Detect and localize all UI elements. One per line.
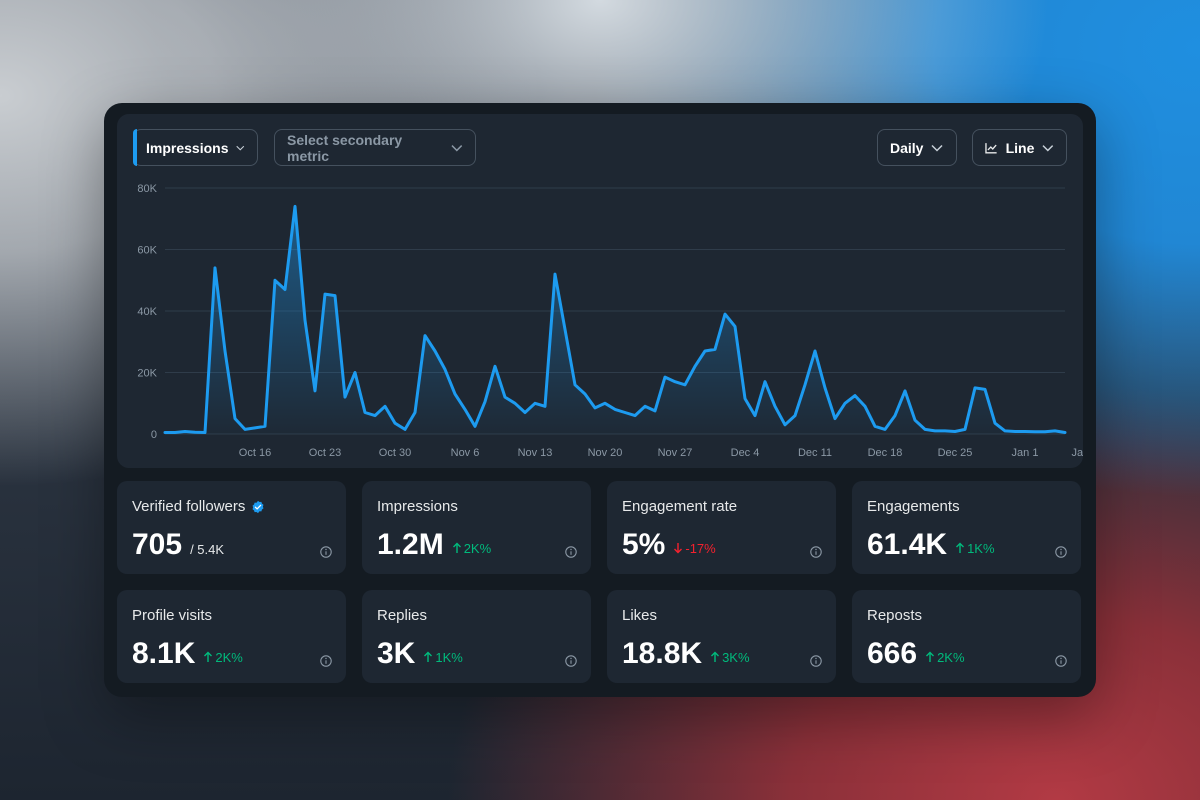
chart-panel: Impressions Select secondary metric Dail… xyxy=(117,114,1083,468)
x-tick-label: Dec 25 xyxy=(938,447,973,459)
x-tick-label: Oct 30 xyxy=(379,447,411,459)
stat-label: Verified followers xyxy=(132,498,265,515)
x-tick-label: Nov 20 xyxy=(588,447,623,459)
primary-metric-accent xyxy=(133,129,137,166)
impressions-area xyxy=(165,206,1065,434)
stat-change: 1K% xyxy=(423,650,463,665)
chart-type-label: Line xyxy=(1005,139,1035,156)
x-tick-label: Dec 11 xyxy=(798,447,832,459)
chevron-down-icon xyxy=(931,144,943,152)
info-icon[interactable] xyxy=(565,655,577,667)
y-tick-label: 0 xyxy=(151,429,157,441)
stat-value: 8.1K 2K% xyxy=(132,637,243,670)
impressions-line xyxy=(163,204,1067,434)
stat-value: 61.4K 1K% xyxy=(867,528,995,561)
arrow-up-icon xyxy=(925,651,935,663)
arrow-down-icon xyxy=(673,542,683,554)
info-icon[interactable] xyxy=(810,546,822,558)
stat-label: Reposts xyxy=(867,607,923,624)
stat-label: Likes xyxy=(622,607,658,624)
info-icon[interactable] xyxy=(1055,655,1067,667)
stat-card: Verified followers 705/ 5.4K xyxy=(117,481,346,574)
x-tick-label: Dec 4 xyxy=(731,447,760,459)
x-tick-label: Jan 1 xyxy=(1012,447,1039,459)
analytics-card: Impressions Select secondary metric Dail… xyxy=(104,103,1096,697)
arrow-up-icon xyxy=(203,651,213,663)
y-tick-label: 40K xyxy=(137,306,157,318)
impressions-chart: 0 20K 40K 60K 80K Oct 16 Oct 23 Oct 30 Nov 6 Nov… xyxy=(137,183,1083,459)
stat-card: Engagement rate 5% -17% xyxy=(607,481,836,574)
x-tick-label: Oct 16 xyxy=(239,447,271,459)
stat-value: 5% -17% xyxy=(622,528,716,561)
chevron-down-icon xyxy=(451,144,463,151)
stat-change: 2K% xyxy=(203,650,243,665)
stat-value: 18.8K 3K% xyxy=(622,637,750,670)
stat-change: 2K% xyxy=(925,650,965,665)
stat-change: 1K% xyxy=(955,541,995,556)
chart-type-dropdown[interactable]: Line xyxy=(972,129,1067,166)
primary-metric-label: Impressions xyxy=(146,139,229,156)
stat-card: Impressions 1.2M 2K% xyxy=(362,481,591,574)
stat-card: Replies 3K 1K% xyxy=(362,590,591,683)
y-tick-label: 20K xyxy=(137,368,157,380)
line-chart-icon xyxy=(985,142,997,154)
info-icon[interactable] xyxy=(810,655,822,667)
stat-change: 2K% xyxy=(452,541,491,556)
stat-label: Profile visits xyxy=(132,607,213,624)
chevron-down-icon xyxy=(236,145,245,151)
info-icon[interactable] xyxy=(1055,546,1067,558)
stat-value: 705/ 5.4K xyxy=(132,528,225,561)
info-icon[interactable] xyxy=(320,546,332,558)
y-tick-label: 80K xyxy=(137,183,157,195)
y-tick-label: 60K xyxy=(137,245,157,257)
stat-change: -17% xyxy=(673,541,716,556)
arrow-up-icon xyxy=(955,542,965,554)
secondary-metric-placeholder: Select secondary metric xyxy=(287,131,403,164)
stat-value: 3K 1K% xyxy=(377,637,463,670)
stat-value: 1.2M 2K% xyxy=(377,528,492,561)
stat-label: Replies xyxy=(377,607,428,624)
interval-dropdown[interactable]: Daily xyxy=(877,129,957,166)
secondary-metric-dropdown[interactable]: Select secondary metric xyxy=(274,129,476,166)
arrow-up-icon xyxy=(710,651,720,663)
info-icon[interactable] xyxy=(320,655,332,667)
x-tick-label: Jan 7 xyxy=(1072,447,1083,459)
x-tick-label: Nov 27 xyxy=(658,447,693,459)
arrow-up-icon xyxy=(452,542,462,554)
chevron-down-icon xyxy=(1042,144,1054,151)
stat-change: 3K% xyxy=(710,650,750,665)
stat-label: Engagements xyxy=(867,498,960,515)
stat-total: / 5.4K xyxy=(190,542,225,557)
stat-label: Impressions xyxy=(377,498,458,515)
x-tick-label: Oct 23 xyxy=(309,447,341,459)
stat-card: Engagements 61.4K 1K% xyxy=(852,481,1081,574)
arrow-up-icon xyxy=(423,651,433,663)
info-icon[interactable] xyxy=(565,546,577,558)
verified-badge-icon xyxy=(252,500,264,513)
primary-metric-dropdown[interactable]: Impressions xyxy=(133,129,258,166)
stat-card: Reposts 666 2K% xyxy=(852,590,1081,683)
stat-card: Likes 18.8K 3K% xyxy=(607,590,836,683)
stat-value: 666 2K% xyxy=(867,637,965,670)
x-tick-label: Nov 13 xyxy=(518,447,553,459)
stat-card: Profile visits 8.1K 2K% xyxy=(117,590,346,683)
stat-label: Engagement rate xyxy=(622,498,738,515)
interval-label: Daily xyxy=(890,139,924,156)
x-tick-label: Nov 6 xyxy=(451,447,480,459)
x-tick-label: Dec 18 xyxy=(868,447,903,459)
